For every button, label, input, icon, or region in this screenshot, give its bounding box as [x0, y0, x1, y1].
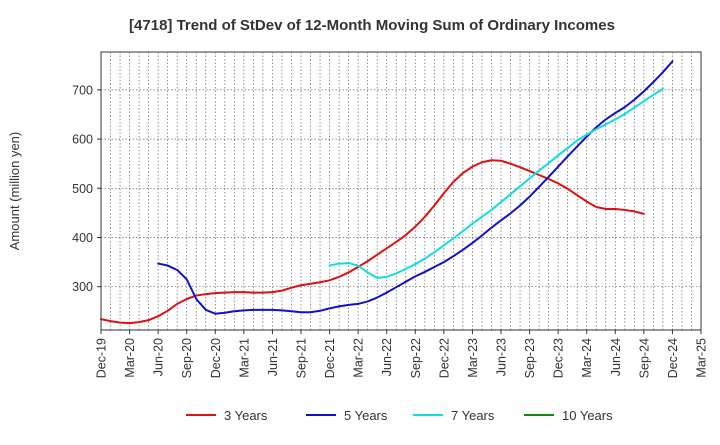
x-tick-label: Jun-23	[495, 338, 509, 376]
plot-frame	[100, 51, 702, 331]
series-line-3-years	[100, 159, 645, 325]
grid-lines	[101, 52, 701, 330]
x-tick-label: Jun-24	[609, 338, 623, 376]
y-axis-ticks: 300 400 500 600 700	[72, 83, 101, 294]
x-tick-label: Sep-24	[637, 338, 651, 378]
x-tick-label: Dec-21	[323, 338, 337, 378]
x-tick-label: Sep-21	[295, 338, 309, 378]
x-tick-label: Mar-21	[237, 338, 251, 378]
x-tick-label: Mar-24	[580, 338, 594, 378]
legend-label-5-years: 5 Years	[344, 408, 388, 423]
legend-label-3-years: 3 Years	[224, 408, 268, 423]
series-line-7-years	[328, 87, 664, 279]
x-tick-label: Dec-22	[437, 338, 451, 378]
y-tick-label: 600	[72, 133, 93, 147]
x-tick-label: Mar-20	[123, 338, 137, 378]
legend-label-10-years: 10 Years	[562, 408, 613, 423]
x-tick-label: Mar-25	[695, 338, 709, 378]
x-tick-label: Jun-21	[266, 338, 280, 376]
x-tick-label: Sep-23	[523, 338, 537, 378]
x-tick-label: Jun-22	[380, 338, 394, 376]
y-tick-label: 400	[72, 231, 93, 245]
x-tick-label: Sep-22	[409, 338, 423, 378]
x-axis-ticks: Dec-19 Mar-20 Jun-20 Sep-20 Dec-20 Mar-21 Jun-…	[95, 330, 709, 378]
x-tick-label: Dec-19	[95, 338, 109, 378]
x-tick-label: Mar-22	[352, 338, 366, 378]
x-tick-label: Jun-20	[152, 338, 166, 376]
series-line-5-years	[157, 60, 674, 315]
y-tick-label: 700	[72, 83, 93, 97]
y-tick-label: 300	[72, 280, 93, 294]
x-tick-label: Dec-24	[666, 338, 680, 378]
legend: 3 Years 5 Years 7 Years 10 Years	[186, 408, 613, 423]
x-tick-label: Mar-23	[466, 338, 480, 378]
series-lines	[100, 60, 674, 325]
y-axis-label: Amount (million yen)	[7, 132, 22, 251]
y-tick-label: 500	[72, 182, 93, 196]
x-tick-label: Dec-20	[209, 338, 223, 378]
x-tick-label: Sep-20	[180, 338, 194, 378]
legend-label-7-years: 7 Years	[451, 408, 495, 423]
chart-title: [4718] Trend of StDev of 12-Month Moving…	[129, 17, 615, 34]
x-tick-label: Dec-23	[552, 338, 566, 378]
